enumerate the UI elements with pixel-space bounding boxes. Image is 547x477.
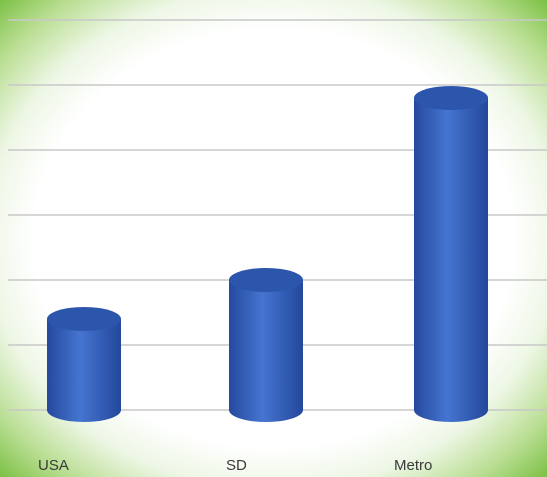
bar-sd <box>229 268 303 422</box>
bar-metro <box>414 86 488 422</box>
bar-body <box>414 98 488 422</box>
category-label: Metro <box>394 457 432 474</box>
category-label: USA <box>38 457 69 474</box>
bar-body <box>229 280 303 422</box>
bar-top <box>414 86 488 110</box>
category-labels: USA SD Metro <box>38 457 432 474</box>
bars <box>47 86 488 422</box>
bar-usa <box>47 307 121 422</box>
bar-top <box>47 307 121 331</box>
bar-body <box>47 319 121 422</box>
bar-top <box>229 268 303 292</box>
category-label: SD <box>226 457 247 474</box>
